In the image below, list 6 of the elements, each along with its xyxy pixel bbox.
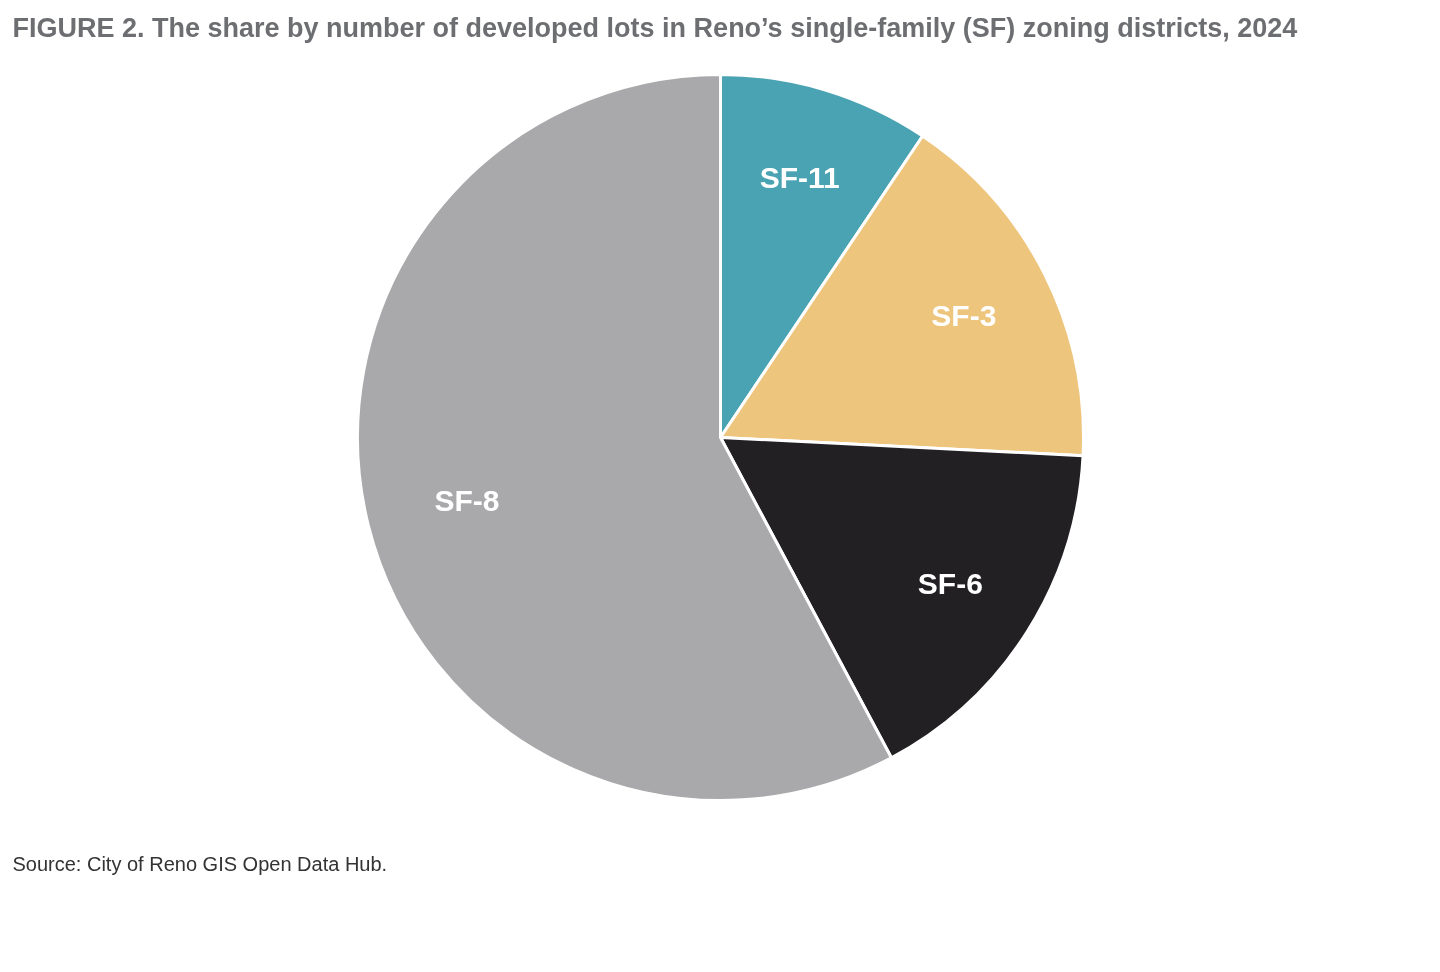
source-note: Source: City of Reno GIS Open Data Hub. <box>12 852 388 875</box>
slice-label: SF-8 <box>434 484 500 518</box>
slice-label: SF-11 <box>759 160 840 194</box>
slice-label: SF-6 <box>917 566 983 600</box>
slice-label: SF-3 <box>931 298 997 332</box>
chart-title: FIGURE 2. The share by number of developed lots in Reno’s single-family (SF) zoning districts, 2024 <box>12 12 1298 43</box>
